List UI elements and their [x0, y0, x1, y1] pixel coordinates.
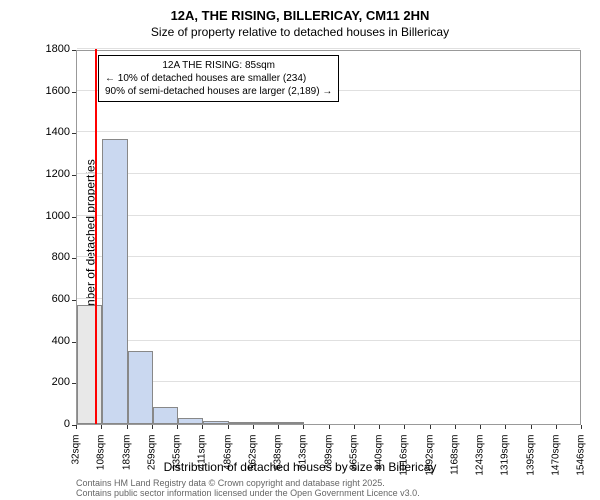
y-tick-mark — [72, 217, 76, 218]
gridline — [77, 173, 580, 174]
x-tick-mark — [430, 425, 431, 429]
x-tick-mark — [354, 425, 355, 429]
y-tick-mark — [72, 300, 76, 301]
annotation-title: 12A THE RISING: 85sqm — [105, 59, 332, 72]
x-tick-mark — [303, 425, 304, 429]
histogram-bar — [203, 421, 228, 424]
histogram-bar — [102, 139, 127, 424]
x-tick-mark — [455, 425, 456, 429]
y-tick-mark — [72, 258, 76, 259]
x-tick-mark — [253, 425, 254, 429]
gridline — [77, 340, 580, 341]
x-tick-mark — [101, 425, 102, 429]
annotation-line-1: ← 10% of detached houses are smaller (23… — [105, 72, 332, 85]
y-tick-label: 800 — [30, 251, 70, 263]
chart-title: 12A, THE RISING, BILLERICAY, CM11 2HN — [0, 0, 600, 23]
histogram-bar — [77, 305, 102, 424]
footer-line-1: Contains HM Land Registry data © Crown c… — [76, 478, 385, 488]
x-tick-mark — [505, 425, 506, 429]
x-tick-mark — [531, 425, 532, 429]
footer-line-2: Contains public sector information licen… — [76, 488, 420, 498]
y-tick-label: 1800 — [30, 43, 70, 55]
chart-subtitle: Size of property relative to detached ho… — [0, 23, 600, 39]
annotation-box: 12A THE RISING: 85sqm ← 10% of detached … — [98, 55, 339, 102]
x-tick-mark — [404, 425, 405, 429]
gridline — [77, 298, 580, 299]
y-tick-mark — [72, 133, 76, 134]
y-tick-label: 200 — [30, 376, 70, 388]
x-tick-mark — [379, 425, 380, 429]
x-axis-label: Distribution of detached houses by size … — [0, 460, 600, 474]
y-tick-label: 1600 — [30, 85, 70, 97]
x-tick-mark — [581, 425, 582, 429]
y-tick-mark — [72, 92, 76, 93]
annotation-line-2: 90% of semi-detached houses are larger (… — [105, 85, 332, 98]
histogram-bar — [128, 351, 153, 424]
x-tick-mark — [177, 425, 178, 429]
x-tick-mark — [228, 425, 229, 429]
y-tick-label: 600 — [30, 293, 70, 305]
x-tick-mark — [76, 425, 77, 429]
histogram-bar — [178, 418, 203, 424]
gridline — [77, 48, 580, 49]
y-tick-label: 400 — [30, 335, 70, 347]
y-tick-mark — [72, 50, 76, 51]
x-tick-mark — [329, 425, 330, 429]
plot-area: 12A THE RISING: 85sqm ← 10% of detached … — [76, 50, 581, 425]
y-tick-label: 1000 — [30, 210, 70, 222]
y-tick-mark — [72, 383, 76, 384]
x-tick-mark — [202, 425, 203, 429]
y-tick-mark — [72, 342, 76, 343]
histogram-bar — [279, 422, 304, 424]
y-tick-label: 0 — [30, 418, 70, 430]
gridline — [77, 256, 580, 257]
y-tick-label: 1400 — [30, 126, 70, 138]
x-tick-mark — [127, 425, 128, 429]
y-tick-label: 1200 — [30, 168, 70, 180]
gridline — [77, 131, 580, 132]
gridline — [77, 215, 580, 216]
x-tick-mark — [152, 425, 153, 429]
histogram-bar — [229, 422, 254, 424]
histogram-chart: 12A, THE RISING, BILLERICAY, CM11 2HN Si… — [0, 0, 600, 500]
x-tick-mark — [278, 425, 279, 429]
marker-line — [95, 49, 97, 424]
x-tick-mark — [480, 425, 481, 429]
histogram-bar — [254, 422, 279, 424]
y-tick-mark — [72, 175, 76, 176]
x-tick-mark — [556, 425, 557, 429]
histogram-bar — [153, 407, 178, 424]
